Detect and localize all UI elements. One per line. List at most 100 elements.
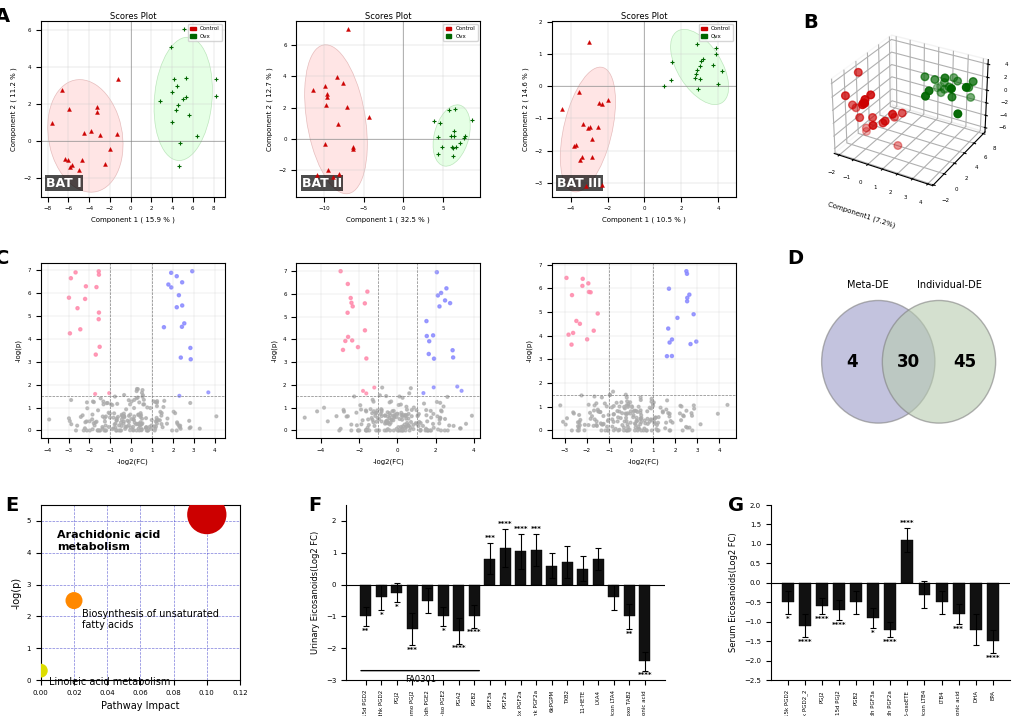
Bar xyxy=(883,583,896,629)
Point xyxy=(361,425,377,436)
Text: ***: *** xyxy=(953,626,963,632)
Point xyxy=(115,416,131,427)
Point xyxy=(373,416,389,427)
Point xyxy=(90,425,106,436)
Point xyxy=(432,397,448,409)
Point xyxy=(585,405,601,416)
Point xyxy=(172,423,189,435)
Bar xyxy=(407,585,418,629)
Point xyxy=(135,384,151,396)
Point xyxy=(389,425,406,436)
Point xyxy=(115,417,131,429)
Point xyxy=(171,160,187,171)
Point xyxy=(605,400,622,412)
Point xyxy=(409,418,425,430)
Point xyxy=(69,420,86,431)
Point xyxy=(104,423,120,435)
Point xyxy=(564,425,580,436)
Point xyxy=(586,400,602,411)
Point xyxy=(641,402,657,413)
Point xyxy=(120,416,137,427)
Point xyxy=(397,422,414,433)
Point xyxy=(175,93,192,105)
Point xyxy=(632,418,648,430)
Point xyxy=(601,389,618,400)
Point xyxy=(359,422,375,433)
Point xyxy=(317,139,333,150)
Point xyxy=(82,425,98,436)
Text: Meta-DE: Meta-DE xyxy=(847,280,889,290)
Point xyxy=(182,354,199,365)
Point xyxy=(97,416,113,427)
Point xyxy=(95,411,111,422)
Point xyxy=(370,425,386,436)
Point xyxy=(381,419,397,430)
Point xyxy=(605,409,622,420)
Point xyxy=(88,349,104,360)
Point xyxy=(133,425,150,436)
Point xyxy=(328,410,344,422)
Point xyxy=(61,415,77,427)
Point xyxy=(675,410,691,421)
X-axis label: Component1 (7.2%): Component1 (7.2%) xyxy=(826,200,895,228)
Text: ***: *** xyxy=(484,535,495,541)
Point xyxy=(445,130,462,142)
Point xyxy=(436,413,452,425)
Point xyxy=(658,395,675,406)
Point xyxy=(89,101,105,112)
Point xyxy=(571,417,587,428)
Y-axis label: Component 2 ( 14.6 % ): Component 2 ( 14.6 % ) xyxy=(522,67,528,151)
Ellipse shape xyxy=(669,29,728,105)
Point xyxy=(149,400,165,412)
Point xyxy=(61,292,77,304)
Point xyxy=(439,391,455,402)
Point xyxy=(412,424,428,435)
Point xyxy=(339,279,356,290)
Point xyxy=(408,417,424,429)
Point xyxy=(79,402,96,414)
Point xyxy=(135,390,151,401)
Point xyxy=(626,425,642,436)
Point xyxy=(132,410,149,421)
Point xyxy=(111,420,127,431)
Point xyxy=(108,412,124,424)
Point xyxy=(378,415,394,427)
Point xyxy=(377,417,393,428)
Point xyxy=(351,425,367,436)
Point xyxy=(352,400,368,411)
Point xyxy=(176,318,193,329)
Point xyxy=(172,420,189,432)
Point xyxy=(200,387,216,398)
Point xyxy=(400,420,417,432)
Point xyxy=(379,415,395,426)
Point xyxy=(419,416,435,427)
Point xyxy=(447,142,464,153)
Point xyxy=(643,396,659,407)
Point xyxy=(382,396,398,407)
Point xyxy=(661,425,678,436)
Point xyxy=(625,406,641,417)
Point xyxy=(625,410,641,421)
Point xyxy=(431,414,447,425)
Point xyxy=(108,425,124,436)
Text: ****: **** xyxy=(899,521,914,526)
Point xyxy=(420,348,436,359)
Point xyxy=(44,117,60,129)
Point xyxy=(622,417,638,428)
Point xyxy=(409,410,425,422)
Point xyxy=(143,423,159,435)
Point xyxy=(572,318,588,329)
Point xyxy=(116,411,132,422)
Point xyxy=(364,407,380,419)
Point xyxy=(163,267,179,279)
Point xyxy=(170,420,186,431)
Text: Individual-DE: Individual-DE xyxy=(916,280,980,290)
Point xyxy=(133,387,150,399)
Point xyxy=(366,420,382,432)
Point xyxy=(551,400,568,411)
Text: G: G xyxy=(727,496,743,516)
Point xyxy=(649,425,665,436)
Point xyxy=(618,389,634,400)
Bar xyxy=(901,540,912,583)
Point xyxy=(580,420,596,431)
